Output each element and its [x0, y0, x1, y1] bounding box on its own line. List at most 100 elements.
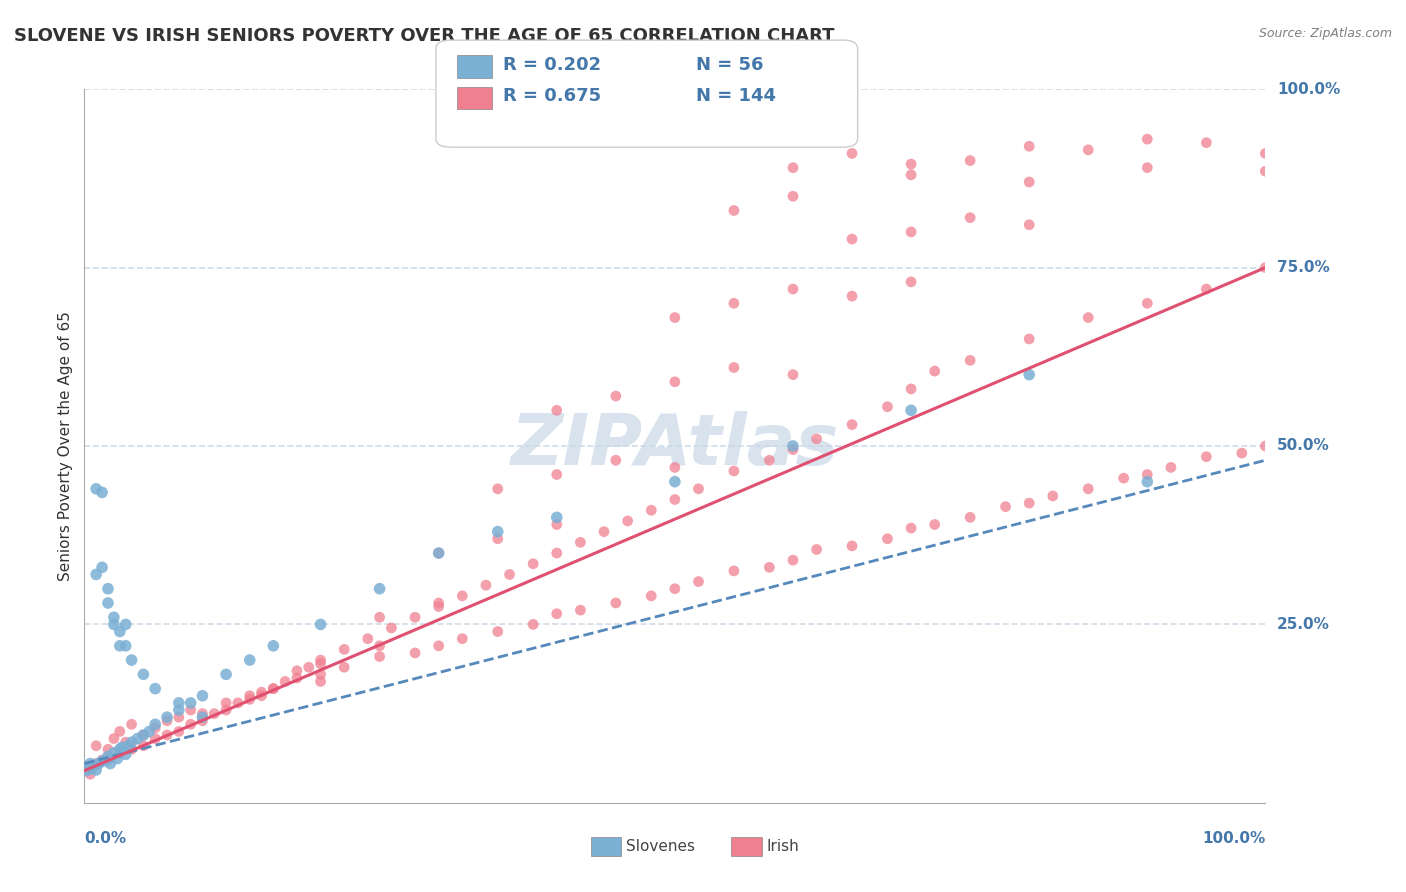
Point	[640, 589, 662, 603]
Point	[782, 368, 804, 382]
Point	[250, 689, 273, 703]
Point	[900, 275, 922, 289]
Point	[900, 225, 922, 239]
Point	[83, 758, 105, 772]
Text: N = 144: N = 144	[696, 87, 776, 105]
Text: 25.0%: 25.0%	[1277, 617, 1330, 632]
Point	[1136, 132, 1159, 146]
Point	[1160, 460, 1182, 475]
Point	[77, 760, 100, 774]
Point	[569, 603, 592, 617]
Point	[84, 756, 107, 771]
Point	[143, 681, 166, 696]
Point	[215, 667, 238, 681]
Point	[1136, 467, 1159, 482]
Point	[285, 671, 308, 685]
Point	[1042, 489, 1064, 503]
Point	[688, 574, 710, 589]
Point	[841, 289, 863, 303]
Text: 100.0%: 100.0%	[1277, 82, 1340, 96]
Point	[114, 639, 136, 653]
Point	[1195, 450, 1218, 464]
Point	[427, 599, 450, 614]
Point	[427, 596, 450, 610]
Text: 100.0%: 100.0%	[1202, 831, 1265, 847]
Point	[841, 146, 863, 161]
Point	[87, 756, 110, 771]
Point	[451, 632, 474, 646]
Point	[143, 721, 166, 735]
Point	[111, 740, 134, 755]
Point	[309, 657, 332, 671]
Point	[1018, 332, 1040, 346]
Text: 0.0%: 0.0%	[84, 831, 127, 847]
Point	[1077, 143, 1099, 157]
Point	[605, 453, 627, 467]
Text: 75.0%: 75.0%	[1277, 260, 1330, 275]
Point	[522, 557, 544, 571]
Point	[132, 667, 155, 681]
Point	[103, 617, 125, 632]
Point	[404, 646, 426, 660]
Point	[723, 564, 745, 578]
Point	[959, 353, 981, 368]
Point	[138, 724, 160, 739]
Point	[758, 560, 780, 574]
Point	[94, 753, 117, 767]
Point	[285, 664, 308, 678]
Point	[1136, 161, 1159, 175]
Point	[841, 417, 863, 432]
Point	[546, 467, 568, 482]
Point	[114, 747, 136, 762]
Point	[605, 389, 627, 403]
Point	[664, 475, 686, 489]
Point	[427, 639, 450, 653]
Point	[309, 617, 332, 632]
Point	[167, 703, 190, 717]
Text: Irish: Irish	[766, 839, 799, 854]
Point	[546, 517, 568, 532]
Point	[546, 607, 568, 621]
Point	[97, 749, 120, 764]
Point	[486, 524, 509, 539]
Point	[91, 560, 114, 574]
Point	[180, 703, 202, 717]
Point	[76, 764, 98, 778]
Point	[522, 617, 544, 632]
Point	[191, 710, 214, 724]
Text: Source: ZipAtlas.com: Source: ZipAtlas.com	[1258, 27, 1392, 40]
Point	[1254, 260, 1277, 275]
Point	[1254, 164, 1277, 178]
Point	[959, 510, 981, 524]
Point	[108, 724, 131, 739]
Point	[546, 546, 568, 560]
Point	[107, 751, 129, 765]
Point	[640, 503, 662, 517]
Text: SLOVENE VS IRISH SENIORS POVERTY OVER THE AGE OF 65 CORRELATION CHART: SLOVENE VS IRISH SENIORS POVERTY OVER TH…	[14, 27, 835, 45]
Point	[298, 660, 321, 674]
Point	[262, 639, 284, 653]
Point	[103, 746, 125, 760]
Point	[309, 667, 332, 681]
Point	[782, 189, 804, 203]
Point	[262, 681, 284, 696]
Point	[1077, 482, 1099, 496]
Point	[1112, 471, 1135, 485]
Point	[782, 161, 804, 175]
Point	[782, 439, 804, 453]
Point	[108, 624, 131, 639]
Point	[427, 546, 450, 560]
Point	[84, 763, 107, 777]
Point	[1018, 175, 1040, 189]
Text: ZIPAtlas: ZIPAtlas	[510, 411, 839, 481]
Point	[108, 746, 131, 760]
Point	[309, 674, 332, 689]
Point	[132, 739, 155, 753]
Point	[924, 517, 946, 532]
Point	[1230, 446, 1253, 460]
Point	[239, 692, 262, 706]
Point	[121, 742, 143, 756]
Point	[1018, 139, 1040, 153]
Point	[333, 642, 356, 657]
Point	[97, 753, 120, 767]
